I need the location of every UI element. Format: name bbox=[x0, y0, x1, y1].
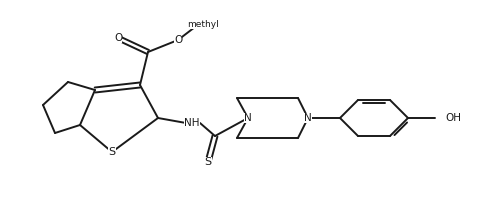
Text: NH: NH bbox=[184, 118, 200, 128]
Text: methyl: methyl bbox=[187, 19, 219, 29]
Text: O: O bbox=[174, 35, 182, 45]
Text: O: O bbox=[114, 33, 122, 43]
Text: OH: OH bbox=[445, 113, 461, 123]
Text: N: N bbox=[244, 113, 252, 123]
Text: N: N bbox=[304, 113, 312, 123]
Text: S: S bbox=[205, 157, 211, 167]
Text: S: S bbox=[108, 147, 116, 157]
